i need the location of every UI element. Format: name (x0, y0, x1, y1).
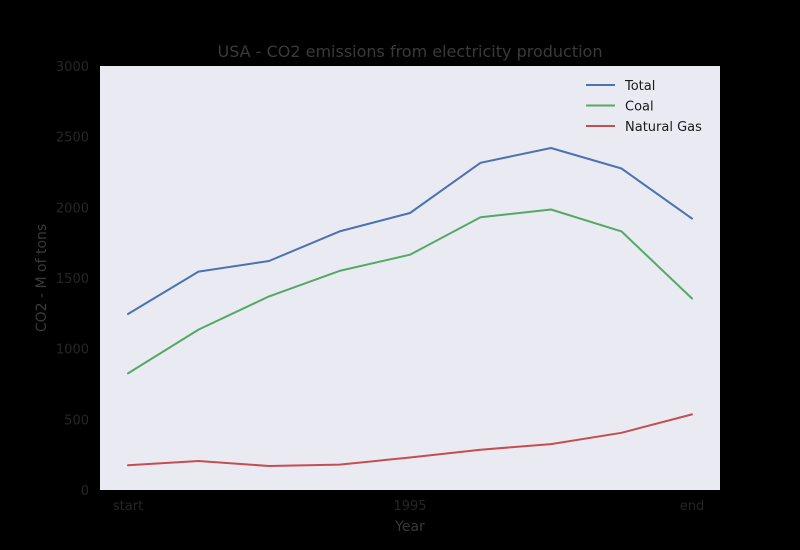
y-tick-label: 2500 (56, 131, 89, 146)
legend: Total Coal Natural Gas (586, 79, 702, 135)
chart-title: USA - CO2 emissions from electricity pro… (218, 42, 603, 61)
series-line-total (127, 147, 693, 315)
x-axis-label: Year (394, 519, 425, 535)
y-tick-label: 500 (64, 413, 89, 428)
x-tick-label: 1995 (393, 499, 426, 514)
y-axis-ticks: 0 500 1000 1500 2000 2500 3000 (56, 60, 89, 499)
x-tick-label: end (680, 499, 705, 514)
y-tick-label: 2000 (56, 201, 89, 216)
y-tick-label: 3000 (56, 60, 89, 75)
series-line-coal (127, 208, 693, 375)
y-axis-label: CO2 - M of tons (34, 224, 50, 332)
series-lines (127, 147, 693, 467)
x-axis-ticks: start 1995 end (113, 499, 704, 514)
x-tick-label: start (113, 499, 143, 514)
y-tick-label: 1000 (56, 343, 89, 358)
legend-label: Natural Gas (625, 120, 702, 135)
legend-label: Coal (625, 100, 654, 115)
legend-label: Total (624, 79, 655, 94)
plot-area (100, 66, 720, 490)
y-tick-label: 1500 (56, 272, 89, 287)
y-tick-label: 0 (81, 484, 89, 499)
series-line-natural-gas (127, 413, 693, 467)
